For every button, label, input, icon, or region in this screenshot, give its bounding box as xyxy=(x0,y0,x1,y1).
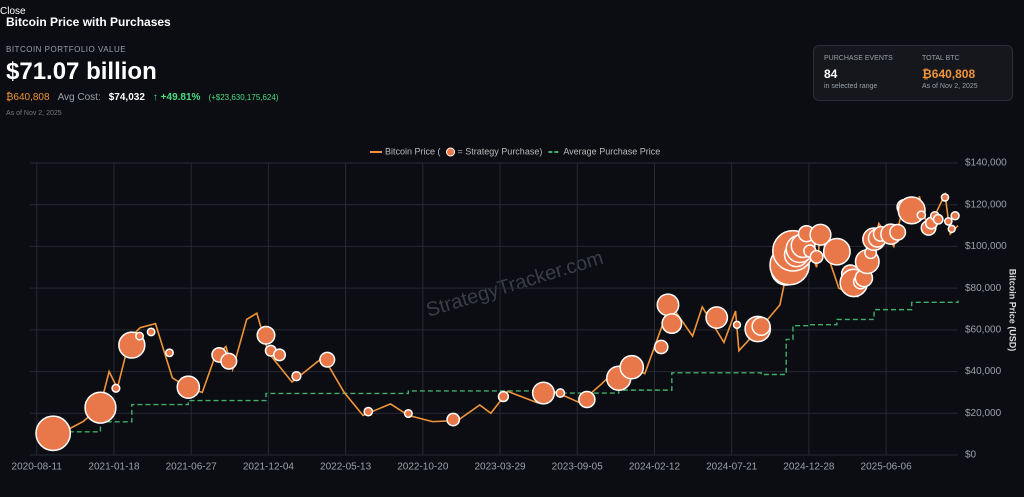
purchase-dot xyxy=(111,383,121,393)
purchase-dot xyxy=(916,210,927,220)
x-tick-label: 2024-07-21 xyxy=(706,462,758,473)
purchase-dot xyxy=(84,391,117,424)
legend-label: Average Purchase Price xyxy=(563,146,660,156)
average-line xyxy=(36,300,959,433)
x-tick-label: 2021-12-04 xyxy=(243,462,295,473)
y-tick-label: $100,000 xyxy=(965,241,1007,252)
gain-usd: (+$23,630,175,624) xyxy=(208,93,279,102)
purchase-dot xyxy=(531,381,556,405)
purchase-dot xyxy=(705,306,729,329)
purchase-dot xyxy=(940,193,950,202)
purchase-dot xyxy=(932,213,944,225)
stat-note: As of Nov 2, 2025 xyxy=(922,83,978,90)
y-axis-label: Bitcoin Price (USD) xyxy=(1008,269,1018,352)
purchase-dot xyxy=(164,348,174,358)
y-tick-label: $0 xyxy=(965,450,977,461)
purchase-dot xyxy=(619,354,645,380)
purchase-dot xyxy=(732,320,742,330)
purchase-dot xyxy=(653,339,669,355)
y-tick-label: $80,000 xyxy=(965,283,1002,294)
purchase-dot xyxy=(363,406,374,417)
stat-note: in selected range xyxy=(824,83,878,90)
y-tick-label: $40,000 xyxy=(965,366,1002,377)
as-of: As of Nov 2, 2025 xyxy=(6,110,62,117)
y-tick-label: $20,000 xyxy=(965,408,1002,419)
x-tick-label: 2023-09-05 xyxy=(552,462,604,473)
close-button[interactable]: Close xyxy=(0,6,26,17)
legend-label: = Strategy Purchase) xyxy=(458,146,543,156)
btc-holdings: ₿640,808 xyxy=(6,92,50,103)
purchase-dot xyxy=(809,223,832,246)
stat-value: 84 xyxy=(824,67,838,81)
stat-label: TOTAL BTC xyxy=(922,55,960,62)
purchase-dot xyxy=(661,313,683,335)
x-tick-label: 2025-06-06 xyxy=(861,462,913,473)
portfolio-value: $71.07 billion xyxy=(6,58,157,85)
purchase-dot xyxy=(950,211,960,221)
stat-value: ₿640,808 xyxy=(922,67,976,81)
avg-cost-label: Avg Cost: xyxy=(57,92,101,103)
stats-box: PURCHASE EVENTS 84 in selected range TOT… xyxy=(813,45,1013,101)
purchase-dot xyxy=(256,325,276,345)
summary-row: ₿640,808 Avg Cost: $74,032 ↑ +49.81% (+$… xyxy=(6,92,279,103)
purchase-dot xyxy=(809,249,824,264)
purchase-dot xyxy=(751,316,771,337)
purchase-dot xyxy=(656,293,680,317)
legend-swatch xyxy=(446,147,456,157)
x-tick-label: 2020-08-11 xyxy=(12,462,63,473)
purchase-dot xyxy=(822,237,851,266)
purchase-dot xyxy=(220,352,238,370)
x-tick-label: 2023-03-29 xyxy=(474,462,526,473)
purchase-dot xyxy=(943,217,953,226)
watermark: StrategyTracker.com xyxy=(424,247,606,322)
x-tick-label: 2022-05-13 xyxy=(320,462,372,473)
legend-label: Bitcoin Price ( xyxy=(385,146,441,156)
purchase-dot xyxy=(146,327,156,337)
y-tick-label: $60,000 xyxy=(965,324,1002,335)
x-tick-label: 2024-12-28 xyxy=(783,462,835,473)
purchase-dot xyxy=(319,351,336,368)
purchase-dot xyxy=(497,390,510,403)
x-tick-label: 2022-10-20 xyxy=(397,462,449,473)
purchase-dot xyxy=(947,224,956,234)
window-title: Bitcoin Price with Purchases xyxy=(6,15,171,29)
gain-pct: ↑ +49.81% xyxy=(152,92,201,103)
purchase-dot xyxy=(578,390,596,409)
purchase-dot xyxy=(35,415,72,452)
stat-label: PURCHASE EVENTS xyxy=(824,55,893,62)
purchase-dot xyxy=(889,223,907,241)
purchase-dot xyxy=(176,375,201,400)
purchase-dot xyxy=(403,408,413,419)
y-tick-label: $120,000 xyxy=(965,199,1007,210)
x-tick-label: 2021-06-27 xyxy=(166,462,218,473)
purchase-dot xyxy=(291,370,302,382)
purchase-dot xyxy=(135,331,145,341)
purchase-dot xyxy=(446,412,461,427)
avg-cost: $74,032 xyxy=(108,92,145,103)
x-tick-label: 2024-02-12 xyxy=(629,462,681,473)
purchase-dot xyxy=(272,348,287,362)
x-tick-label: 2021-01-18 xyxy=(88,462,140,473)
portfolio-label: BITCOIN PORTFOLIO VALUE xyxy=(6,45,127,54)
purchase-dot xyxy=(555,388,566,398)
y-tick-label: $140,000 xyxy=(965,158,1007,169)
